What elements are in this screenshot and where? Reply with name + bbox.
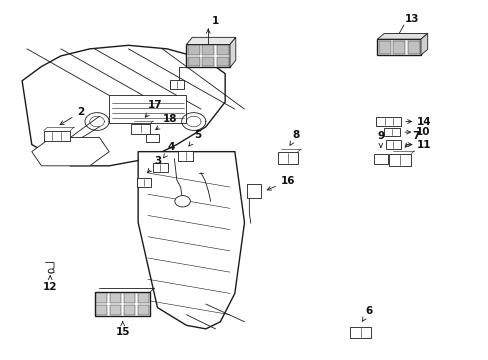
Bar <box>124 305 135 315</box>
Bar <box>145 134 159 143</box>
Bar <box>186 44 229 67</box>
Text: 10: 10 <box>415 127 429 137</box>
Bar <box>202 45 214 55</box>
Bar <box>124 293 135 303</box>
Bar <box>388 154 410 166</box>
Text: 17: 17 <box>145 100 162 117</box>
Text: 6: 6 <box>362 306 372 321</box>
Text: 12: 12 <box>43 276 57 292</box>
Bar <box>131 123 150 134</box>
Bar <box>110 305 121 315</box>
Polygon shape <box>420 33 427 55</box>
Bar <box>217 57 228 66</box>
Bar <box>217 45 228 55</box>
Text: 9: 9 <box>377 131 384 147</box>
Text: 8: 8 <box>289 130 300 145</box>
Text: 5: 5 <box>188 130 201 146</box>
Bar <box>110 293 121 303</box>
Circle shape <box>175 195 190 207</box>
Bar <box>96 305 107 315</box>
Polygon shape <box>229 37 235 67</box>
Bar <box>43 131 70 141</box>
Bar <box>178 151 193 161</box>
Text: 4: 4 <box>163 142 175 158</box>
Text: 16: 16 <box>267 176 295 190</box>
Text: 2: 2 <box>60 107 84 125</box>
Bar <box>96 293 107 303</box>
Bar <box>407 41 419 54</box>
Bar <box>393 41 404 54</box>
Bar <box>278 152 297 164</box>
Bar <box>95 292 150 316</box>
Text: 14: 14 <box>416 117 430 126</box>
Bar <box>137 177 151 187</box>
Text: 15: 15 <box>115 321 130 337</box>
Text: 11: 11 <box>416 140 431 149</box>
Bar <box>373 154 387 164</box>
Bar <box>109 95 186 123</box>
Polygon shape <box>32 138 109 166</box>
Bar <box>187 57 199 66</box>
Text: 13: 13 <box>404 14 419 24</box>
Polygon shape <box>22 45 224 166</box>
Bar <box>246 184 261 198</box>
Text: 1: 1 <box>212 16 219 26</box>
Polygon shape <box>377 33 427 39</box>
Bar <box>169 80 183 89</box>
Bar <box>153 163 167 172</box>
Polygon shape <box>138 152 244 329</box>
Bar <box>138 305 149 315</box>
Bar <box>385 140 400 149</box>
Text: 3: 3 <box>147 156 162 173</box>
Bar <box>187 45 199 55</box>
Bar <box>378 41 390 54</box>
Text: 18: 18 <box>155 114 178 130</box>
Bar <box>377 39 420 55</box>
Bar <box>138 293 149 303</box>
Bar <box>202 57 214 66</box>
Text: 7: 7 <box>404 131 419 147</box>
Polygon shape <box>186 37 235 44</box>
Circle shape <box>48 269 54 273</box>
Bar <box>384 128 399 136</box>
Bar <box>376 117 400 126</box>
Bar <box>350 327 370 338</box>
